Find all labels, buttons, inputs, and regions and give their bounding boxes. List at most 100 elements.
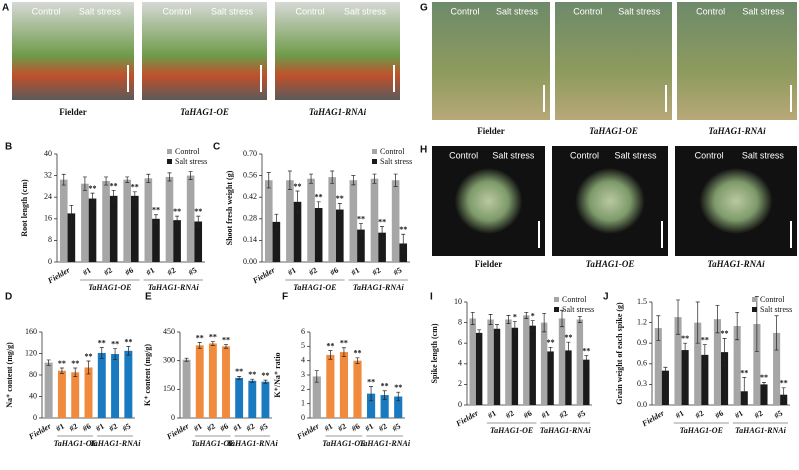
x-tick-label: #1	[733, 409, 744, 421]
y-tick-label: 0	[48, 257, 52, 266]
x-tick-label: #6	[522, 409, 533, 421]
panel-label: C	[213, 142, 220, 153]
group-label: TaHAG1-RNAi	[227, 439, 279, 448]
error-bar	[566, 341, 571, 359]
significance: **	[315, 193, 323, 202]
legend-label: Salt stress	[760, 305, 792, 314]
error-bar	[61, 173, 66, 186]
error-bar	[512, 321, 517, 335]
error-bar	[341, 347, 346, 357]
error-bar	[274, 213, 279, 230]
y-tick-label: 8	[48, 235, 52, 244]
x-tick-label: #5	[576, 409, 587, 421]
group-label: TaHAG1-RNAi	[148, 283, 200, 292]
group-label: TaHAG1-OE	[680, 426, 723, 435]
error-bar	[393, 173, 398, 187]
significance: **	[721, 329, 729, 338]
y-axis-label: Root length (cm)	[20, 179, 29, 237]
x-tick-label: #1	[674, 409, 685, 421]
error-bar	[695, 301, 700, 344]
x-tick-label: #1	[323, 422, 334, 434]
bar	[208, 343, 217, 418]
significance: **	[152, 206, 160, 215]
legend-swatch	[752, 297, 757, 302]
y-tick-label: 120	[25, 348, 37, 357]
bar	[111, 354, 120, 418]
photo-text: Control	[696, 6, 725, 16]
bar	[67, 213, 76, 262]
bar	[131, 195, 139, 262]
group-label: TaHAG1-RNAi	[540, 426, 592, 435]
x-tick-label: #2	[558, 409, 569, 421]
error-bar	[224, 344, 228, 349]
bar	[109, 195, 118, 262]
bar	[576, 319, 584, 405]
legend-label: Control	[175, 147, 200, 156]
bar	[144, 178, 153, 262]
error-bar	[111, 190, 116, 202]
photo-text: Control	[449, 150, 478, 160]
legend-swatch	[554, 307, 559, 312]
photo	[677, 2, 797, 120]
significance: **	[564, 333, 572, 342]
error-bar	[46, 359, 51, 366]
y-tick-label: 0.0	[637, 400, 647, 409]
error-bar	[735, 311, 740, 341]
bar	[194, 221, 203, 262]
error-bar	[663, 366, 668, 375]
y-tick-label: 0	[301, 413, 305, 422]
bar	[326, 354, 335, 418]
bar	[314, 208, 323, 262]
bar	[583, 359, 590, 405]
photo-caption: TaHAG1-RNAi	[707, 259, 765, 269]
x-tick-label: #1	[486, 409, 497, 421]
error-bar	[683, 342, 688, 358]
bar	[523, 315, 530, 405]
significance: **	[367, 377, 375, 386]
y-tick-label: 0.3	[637, 379, 647, 388]
photo-text: Control	[695, 150, 724, 160]
significance: **	[222, 335, 230, 344]
error-bar	[309, 173, 314, 184]
error-bar	[328, 350, 333, 360]
photo-text: Salt stress	[618, 6, 661, 16]
bar	[173, 220, 181, 262]
error-bar	[676, 299, 681, 335]
bar	[165, 176, 174, 262]
bar	[773, 332, 781, 405]
error-bar	[175, 215, 180, 225]
bar	[378, 232, 386, 262]
x-tick-label: #2	[68, 422, 79, 434]
significance: **	[209, 332, 217, 341]
legend-label: Salt stress	[380, 157, 412, 166]
x-tick-label: #2	[245, 422, 256, 434]
significance: **	[547, 338, 555, 347]
error-bar	[196, 215, 201, 228]
x-tick-label: #1	[350, 266, 361, 278]
error-bar	[295, 190, 300, 213]
x-tick-label: #5	[258, 422, 269, 434]
x-tick-label: #2	[108, 422, 119, 434]
bar	[312, 376, 321, 418]
bar	[493, 328, 501, 405]
x-tick-label: Fielder	[45, 265, 72, 286]
y-tick-label: 150	[163, 384, 175, 393]
x-tick-label: Fielder	[454, 408, 481, 429]
y-tick-label: 1.2	[637, 317, 647, 326]
error-bar	[530, 320, 535, 332]
error-bar	[548, 346, 553, 356]
significance: **	[58, 359, 66, 368]
photo	[555, 2, 672, 120]
x-tick-label: #2	[504, 409, 515, 421]
y-axis-label: Shoot fresh weight (g)	[225, 170, 234, 245]
y-axis-label: Grain weight of each spike (g)	[615, 302, 624, 405]
bar	[293, 201, 302, 262]
significance: **	[89, 184, 97, 193]
bar	[547, 351, 554, 405]
bar	[661, 370, 669, 405]
bar	[195, 345, 204, 418]
y-tick-label: 1.5	[637, 297, 647, 306]
significance: **	[85, 352, 93, 361]
bar	[248, 380, 257, 418]
significance: **	[71, 359, 79, 368]
